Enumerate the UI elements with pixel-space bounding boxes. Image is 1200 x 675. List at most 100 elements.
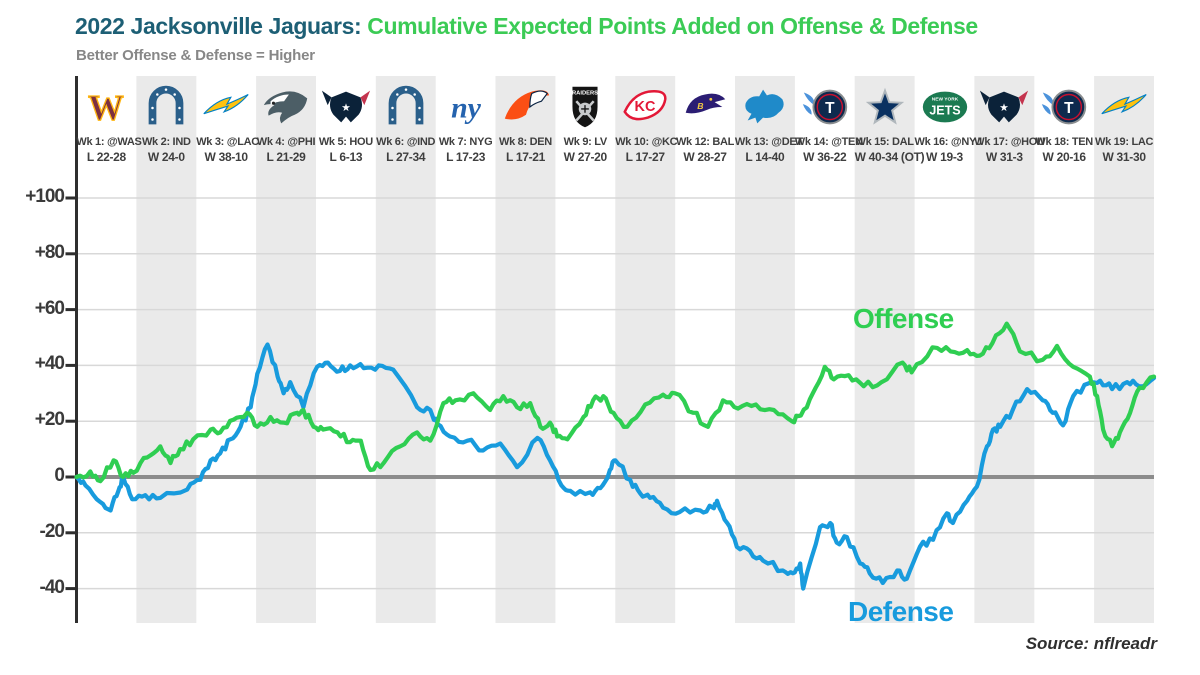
- week-column: T Wk 18: TEN W 20-16: [1034, 80, 1094, 164]
- svg-text:★: ★: [1000, 102, 1010, 114]
- week-band: [136, 76, 197, 623]
- giants-ny-icon: ny: [439, 80, 493, 134]
- y-axis-tick-label: +40: [34, 353, 65, 374]
- texans-bull-icon: ★: [977, 80, 1031, 134]
- titans-circle-icon: T: [798, 80, 852, 134]
- chart-subtitle: Better Offense & Defense = Higher: [76, 47, 315, 64]
- week-column: Wk 3: @LAC W 38-10: [196, 80, 259, 164]
- week-label: Wk 12: BAL: [675, 136, 735, 148]
- week-column: NEW YORK JETS Wk 16: @NYJ W 19-3: [914, 80, 983, 164]
- page-title: 2022 Jacksonville Jaguars: Cumulative Exp…: [75, 13, 978, 40]
- week-result: L 22-28: [86, 150, 126, 164]
- week-column: RAIDERS Wk 9: LV W 27-20: [555, 80, 615, 164]
- y-axis-tick-label: -20: [39, 521, 65, 542]
- week-column: B Wk 12: BAL W 28-27: [675, 80, 735, 164]
- chiefs-arrowhead-icon: KC: [618, 80, 672, 134]
- week-result: L 17-23: [446, 150, 486, 164]
- week-band: [495, 76, 556, 623]
- offense-line: [74, 321, 1157, 484]
- week-label: Wk 14: @TEN: [794, 136, 863, 148]
- title-metric-text: Cumulative Expected Points Added on Offe…: [367, 13, 978, 39]
- week-result: W 40-34 (OT): [854, 150, 925, 164]
- week-column: KC Wk 10: @KC L 17-27: [615, 80, 678, 164]
- week-column: W Wk 1: @WAS L 22-28: [76, 80, 142, 164]
- week-label: Wk 10: @KC: [615, 136, 678, 148]
- chargers-bolt-icon: [1097, 80, 1151, 134]
- y-axis-tick-label: +80: [34, 242, 65, 263]
- commanders-w-icon: W: [79, 80, 133, 134]
- y-axis-tick-label: +20: [34, 409, 65, 430]
- jets-oval-icon: NEW YORK JETS: [918, 80, 972, 134]
- svg-text:★: ★: [341, 102, 351, 114]
- week-column: Wk 2: IND W 24-0: [136, 80, 196, 164]
- week-column: Wk 8: DEN L 17-21: [496, 80, 556, 164]
- week-label: Wk 19: LAC: [1095, 136, 1154, 148]
- week-result: W 20-16: [1042, 150, 1087, 164]
- week-result: W 31-30: [1102, 150, 1146, 164]
- week-label: Wk 7: NYG: [438, 136, 493, 148]
- week-result: L 27-34: [386, 150, 426, 164]
- week-label: Wk 13: @DET: [734, 136, 803, 148]
- week-label: Wk 8: DEN: [499, 136, 552, 148]
- svg-text:ny: ny: [451, 92, 482, 125]
- defense-line: [74, 342, 1157, 591]
- week-result: L 17-27: [625, 150, 665, 164]
- texans-bull-icon: ★: [319, 80, 373, 134]
- week-result: L 17-21: [505, 150, 546, 164]
- week-label: Wk 1: @WAS: [76, 136, 142, 148]
- week-label: Wk 15: DAL: [855, 136, 914, 148]
- chargers-bolt-icon: [199, 80, 253, 134]
- week-result: W 31-3: [985, 150, 1023, 164]
- week-band: [375, 76, 436, 623]
- week-band: [615, 76, 676, 623]
- week-label: Wk 3: @LAC: [196, 136, 259, 148]
- week-result: W 24-0: [147, 150, 185, 164]
- week-column: T Wk 14: @TEN W 36-22: [794, 80, 863, 164]
- week-band: [1094, 76, 1154, 623]
- defense-series-label: Defense: [848, 596, 954, 627]
- week-result: L 6-13: [329, 150, 363, 164]
- broncos-horse-icon: [499, 80, 553, 134]
- svg-text:T: T: [1064, 100, 1074, 117]
- y-axis-tick-label: +100: [25, 186, 65, 207]
- source-credit: Source: nflreadr: [1025, 634, 1157, 653]
- week-band: [735, 76, 795, 623]
- y-axis-tick-label: -40: [39, 577, 65, 598]
- week-result: L 21-29: [266, 150, 306, 164]
- colts-horseshoe-icon: [379, 80, 433, 134]
- ravens-head-icon: B: [678, 80, 732, 134]
- week-column: Wk 4: @PHI L 21-29: [256, 80, 316, 164]
- week-column: Wk 6: @IND L 27-34: [376, 80, 436, 164]
- week-result: W 38-10: [204, 150, 249, 164]
- y-axis-tick-label: +60: [34, 298, 65, 319]
- y-axis-tick-label: 0: [54, 465, 65, 486]
- title-team-text: 2022 Jacksonville Jaguars:: [75, 13, 362, 39]
- week-result: W 28-27: [683, 150, 727, 164]
- lions-lion-icon: [738, 80, 792, 134]
- svg-text:W: W: [89, 88, 125, 128]
- week-label: Wk 6: @IND: [376, 136, 436, 148]
- week-column: ★ Wk 5: HOU L 6-13: [316, 80, 376, 164]
- svg-text:B: B: [697, 101, 703, 111]
- week-band: [854, 76, 915, 623]
- week-label: Wk 9: LV: [563, 136, 608, 148]
- week-result: W 27-20: [563, 150, 608, 164]
- week-label: Wk 4: @PHI: [256, 136, 316, 148]
- week-label: Wk 16: @NYJ: [914, 136, 983, 148]
- colts-horseshoe-icon: [139, 80, 193, 134]
- week-label: Wk 18: TEN: [1035, 136, 1093, 148]
- svg-text:JETS: JETS: [929, 104, 960, 118]
- eagles-head-icon: [259, 80, 313, 134]
- week-result: W 36-22: [803, 150, 847, 164]
- svg-text:NEW YORK: NEW YORK: [931, 96, 958, 102]
- cowboys-star-icon: [858, 80, 912, 134]
- week-column: ★ Wk 17: @HOU W 31-3: [974, 80, 1045, 164]
- raiders-shield-icon: RAIDERS: [558, 80, 612, 134]
- week-result: W 19-3: [926, 150, 963, 164]
- svg-text:T: T: [825, 100, 835, 117]
- week-column: Wk 19: LAC W 31-30: [1094, 80, 1154, 164]
- week-label: Wk 2: IND: [141, 136, 191, 148]
